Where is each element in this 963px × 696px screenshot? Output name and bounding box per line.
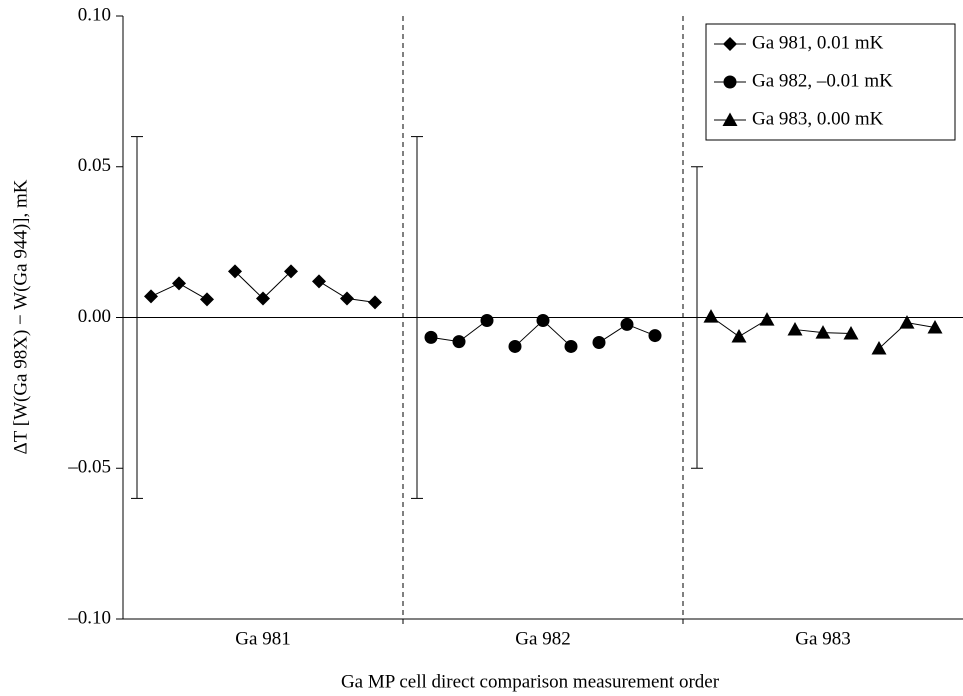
data-point <box>480 314 494 328</box>
y-tick-label: –0.10 <box>67 607 111 628</box>
data-point <box>340 291 354 306</box>
y-axis-label: ΔT [W(Ga 98X) − W(Ga 944)], mK <box>10 179 31 454</box>
error-bar <box>131 136 143 499</box>
data-point <box>172 276 186 291</box>
y-tick-label: 0.05 <box>78 155 111 176</box>
data-point <box>284 264 298 279</box>
data-point <box>815 325 831 339</box>
legend-label: Ga 981, 0.01 mK <box>752 32 884 53</box>
error-bar <box>691 166 703 469</box>
legend-box <box>705 23 956 141</box>
legend-marker <box>723 75 737 89</box>
y-tick-label: –0.05 <box>67 457 111 478</box>
data-point <box>843 325 859 340</box>
data-point <box>871 341 887 355</box>
data-point <box>731 328 747 343</box>
data-point <box>620 317 634 331</box>
y-tick-label: 0.10 <box>78 4 111 25</box>
data-point <box>368 295 382 310</box>
x-tick-label: Ga 981 <box>235 628 290 649</box>
legend-marker <box>723 37 737 51</box>
x-tick-label: Ga 982 <box>515 628 570 649</box>
data-point <box>144 289 158 304</box>
legend-label: Ga 983, 0.00 mK <box>752 108 884 129</box>
data-point <box>592 336 606 350</box>
data-point <box>452 335 466 349</box>
x-tick-label: Ga 983 <box>795 628 850 649</box>
y-tick-label: 0.00 <box>78 306 111 327</box>
data-point <box>424 330 438 344</box>
data-point <box>927 319 943 334</box>
data-point <box>312 274 326 289</box>
data-point <box>536 314 550 328</box>
data-point <box>200 292 214 307</box>
legend-label: Ga 982, –0.01 mK <box>752 70 893 91</box>
data-point <box>228 264 242 279</box>
data-point <box>508 339 522 353</box>
data-point <box>256 291 270 306</box>
data-point <box>759 312 775 326</box>
data-point <box>648 329 662 343</box>
data-point <box>703 309 719 323</box>
data-point <box>564 339 578 353</box>
error-bar <box>411 136 423 499</box>
data-point <box>899 315 915 329</box>
data-point <box>787 322 803 336</box>
legend-marker <box>722 112 738 126</box>
x-axis-label: Ga MP cell direct comparison measurement… <box>341 671 720 692</box>
